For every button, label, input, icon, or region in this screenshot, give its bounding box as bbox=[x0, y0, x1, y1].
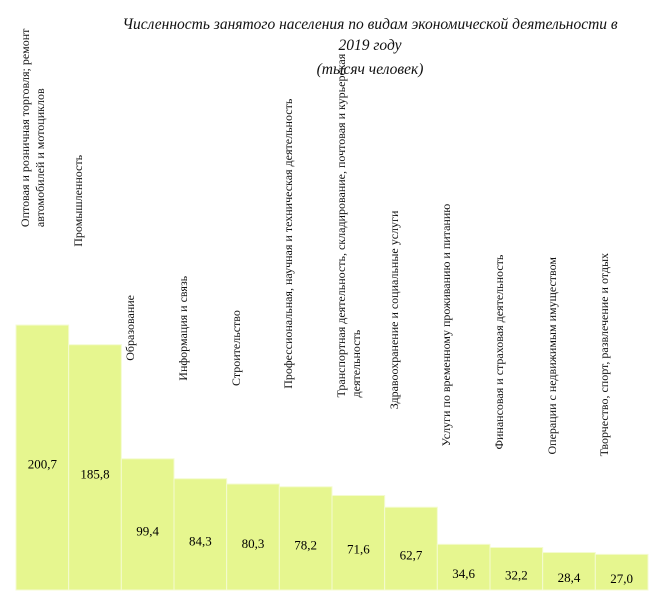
bar bbox=[120, 458, 175, 591]
value-label: 84,3 bbox=[189, 533, 212, 548]
bar bbox=[489, 546, 544, 591]
category-label: Услуги по временному проживанию и питани… bbox=[439, 203, 454, 447]
value-label: 185,8 bbox=[80, 466, 109, 481]
bar bbox=[278, 486, 333, 591]
bar bbox=[594, 553, 649, 591]
value-label: 32,2 bbox=[505, 568, 528, 583]
category-label: Профессиональная, научная и техническая … bbox=[281, 98, 296, 389]
category-label: Финансовая и страховая деятельность bbox=[492, 254, 506, 450]
value-label: 34,6 bbox=[452, 566, 475, 581]
bar bbox=[15, 324, 70, 591]
chart-subtitle: (тысяч человек) bbox=[316, 61, 424, 78]
category-label: Строительство bbox=[228, 310, 243, 386]
value-label: 71,6 bbox=[347, 542, 370, 557]
value-label: 200,7 bbox=[28, 457, 58, 472]
value-label: 27,0 bbox=[610, 571, 633, 586]
category-label: Творчество, спорт, развлечение и отдых bbox=[597, 252, 612, 457]
value-label: 80,3 bbox=[242, 536, 265, 551]
bar bbox=[542, 552, 596, 591]
category-label: Промышленность bbox=[70, 154, 85, 247]
bar bbox=[226, 483, 280, 591]
bar bbox=[436, 543, 491, 591]
category-label: Транспортная деятельность, складирование… bbox=[334, 53, 363, 398]
bar bbox=[68, 344, 122, 591]
value-label: 78,2 bbox=[294, 537, 317, 552]
category-label: Оптовая и розничная торговля; ремонт авт… bbox=[18, 28, 47, 228]
bar bbox=[173, 478, 228, 591]
category-label: Здравоохранение и социальные услуги bbox=[386, 210, 401, 410]
category-label: Образование bbox=[123, 295, 138, 361]
value-label: 99,4 bbox=[136, 523, 159, 538]
category-label: Информация и связь bbox=[176, 275, 190, 381]
value-label: 28,4 bbox=[558, 570, 581, 585]
category-label: Операции с недвижимым имуществом bbox=[544, 257, 559, 455]
value-label: 62,7 bbox=[400, 548, 423, 563]
bar bbox=[331, 494, 386, 591]
chart-title: Численность занятого населения по видам … bbox=[122, 16, 618, 54]
